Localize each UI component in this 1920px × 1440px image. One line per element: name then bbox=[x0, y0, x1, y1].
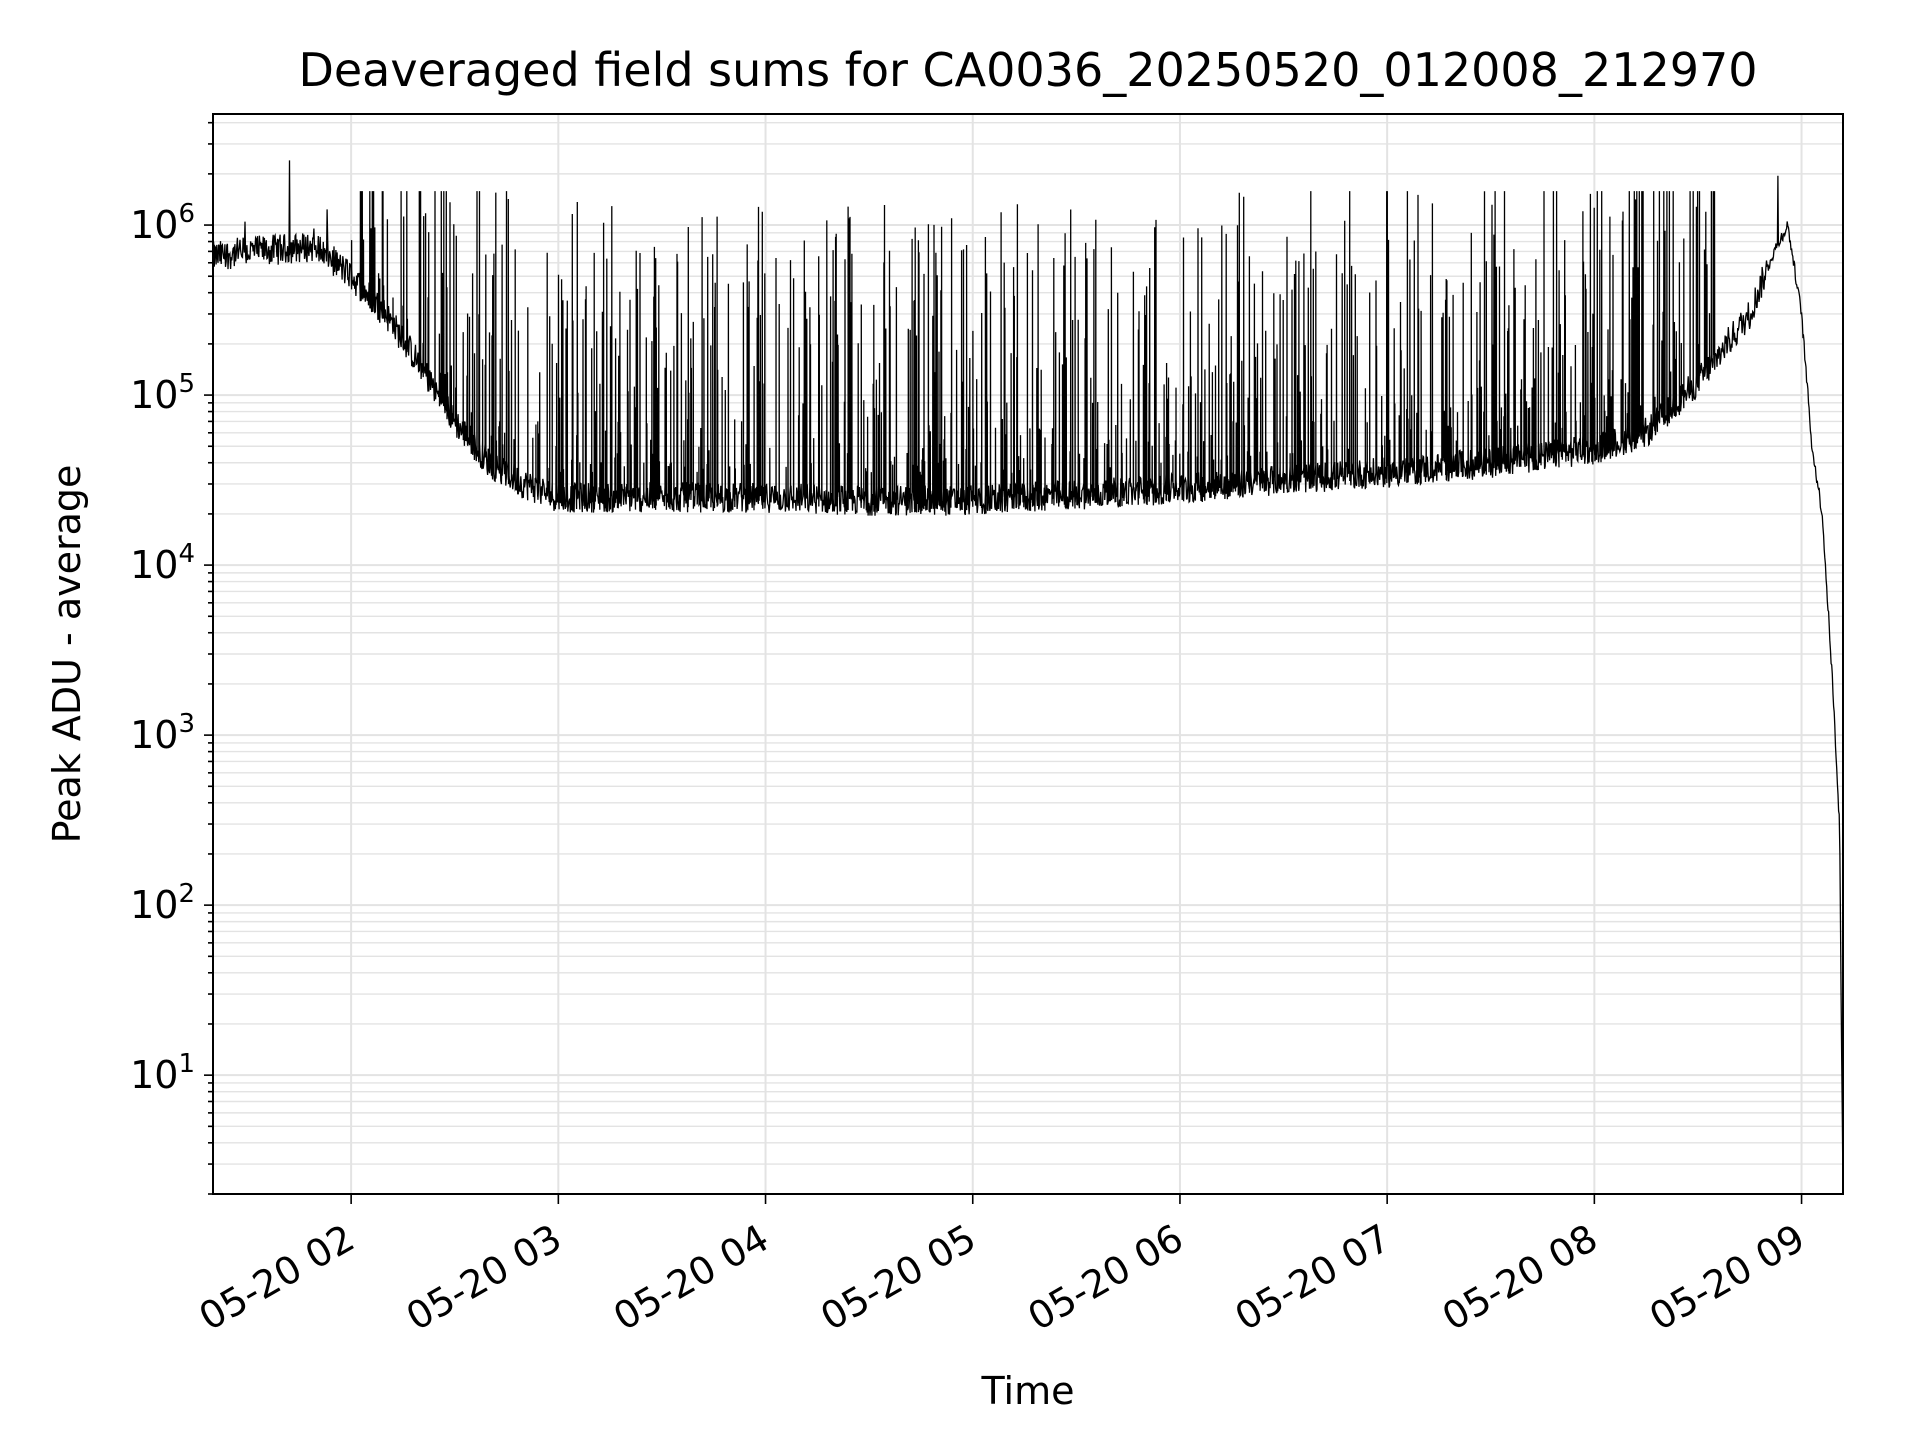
series-line bbox=[212, 160, 1844, 1195]
y-axis-label: Peak ADU - average bbox=[45, 465, 89, 844]
y-tick-label: 102 bbox=[130, 879, 195, 927]
y-tick-label: 104 bbox=[130, 539, 195, 587]
chart-title: Deaveraged field sums for CA0036_2025052… bbox=[298, 43, 1757, 97]
y-tick-label: 103 bbox=[130, 709, 195, 757]
y-axis: 101 102 103 104 105 106 bbox=[130, 121, 213, 1195]
y-tick-label: 101 bbox=[130, 1049, 195, 1097]
y-tick-label: 105 bbox=[130, 369, 195, 417]
x-axis-label: Time bbox=[981, 1369, 1075, 1413]
y-tick-label: 106 bbox=[130, 199, 195, 247]
